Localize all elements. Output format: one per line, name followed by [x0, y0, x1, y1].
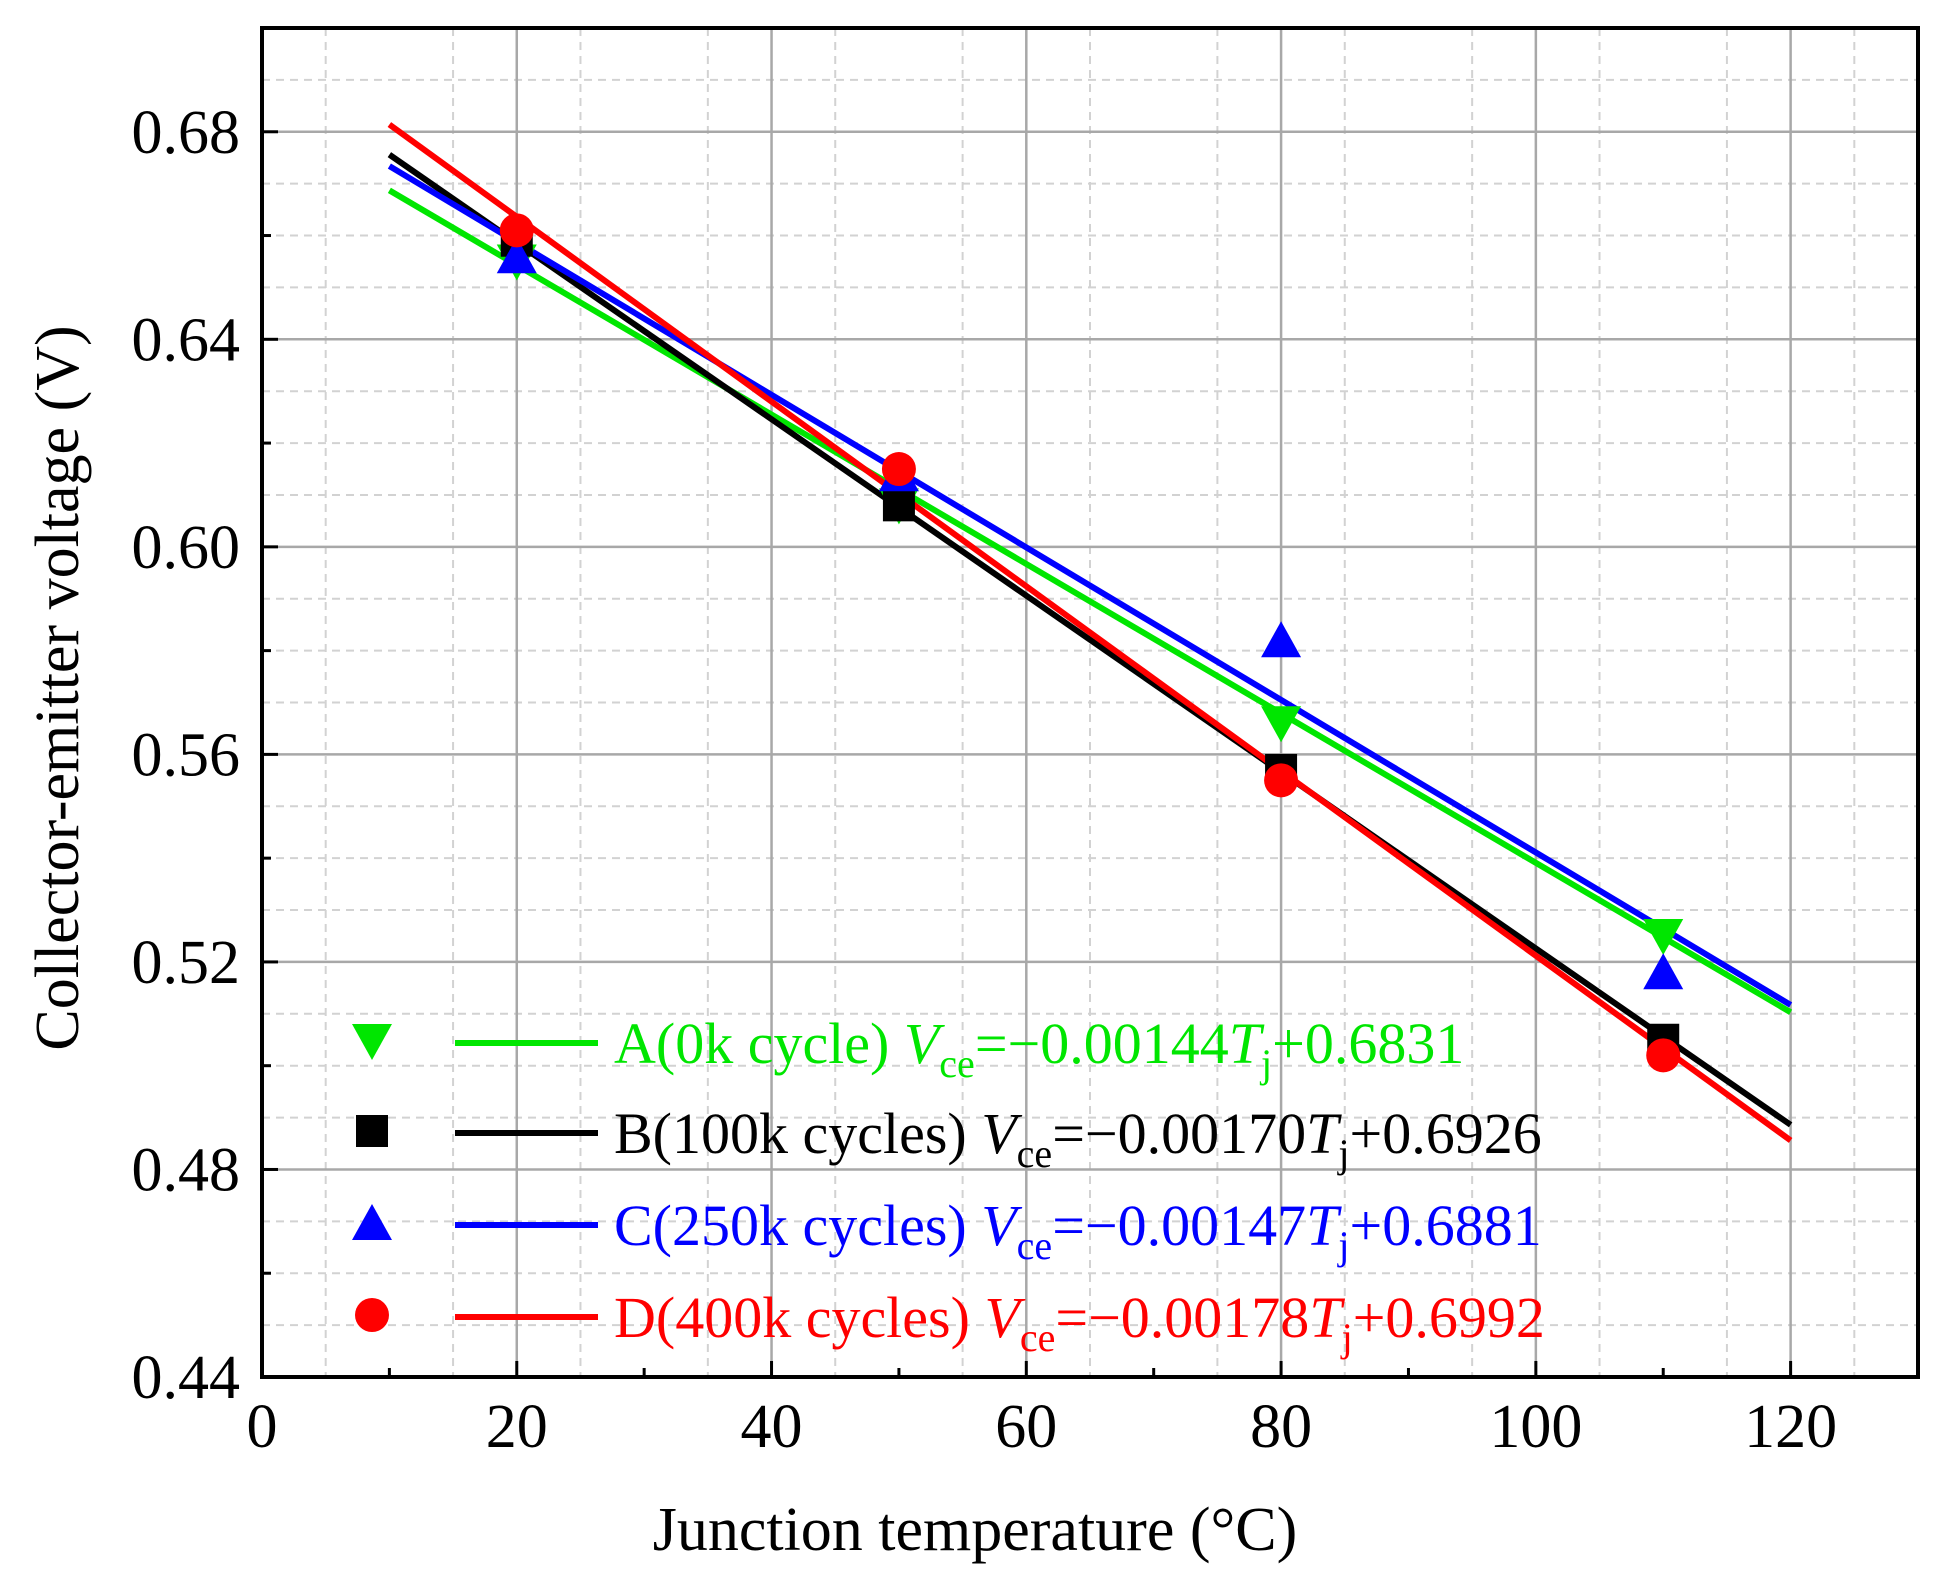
legend-series-name: C(250k cycles)	[614, 1193, 981, 1258]
x-tick-label: 80	[1250, 1393, 1312, 1461]
x-tick-label: 40	[741, 1393, 803, 1461]
legend-series-name: B(100k cycles)	[614, 1101, 981, 1166]
legend-marker	[352, 1204, 392, 1240]
legend-eq-variable-subscript: j	[1259, 1041, 1272, 1086]
legend: A(0k cycle) Vce=−0.00144Tj+0.6831B(100k …	[352, 1011, 1545, 1360]
data-point	[1643, 953, 1684, 990]
legend-eq-coefficient: =−0.00170	[1052, 1101, 1306, 1166]
legend-eq-subscript: ce	[1020, 1315, 1056, 1360]
legend-eq-variable: T	[1229, 1011, 1265, 1076]
legend-eq-subscript: ce	[939, 1041, 975, 1086]
x-tick-label: 120	[1744, 1393, 1837, 1461]
legend-eq-intercept: +0.6831	[1272, 1011, 1464, 1076]
legend-eq-variable-subscript: j	[1336, 1131, 1349, 1176]
fit-line	[387, 187, 1793, 1015]
x-tick-label: 0	[247, 1393, 278, 1461]
legend-marker	[356, 1115, 388, 1147]
data-point	[1264, 763, 1299, 798]
legend-marker	[352, 1024, 392, 1060]
data-point	[1646, 1038, 1681, 1073]
legend-eq-variable: T	[1309, 1285, 1345, 1350]
x-tick-label: 100	[1489, 1393, 1582, 1461]
legend-eq-coefficient: =−0.00147	[1052, 1193, 1306, 1258]
y-tick-label: 0.52	[132, 929, 241, 997]
y-tick-label: 0.48	[132, 1136, 241, 1204]
data-point	[1643, 918, 1684, 955]
y-tick-label: 0.68	[132, 99, 241, 167]
legend-eq-variable: T	[1306, 1193, 1342, 1258]
y-tick-label: 0.44	[132, 1344, 241, 1412]
legend-eq-variable-subscript: j	[1340, 1315, 1353, 1360]
legend-series-name: A(0k cycle)	[614, 1011, 904, 1076]
legend-label: C(250k cycles) Vce=−0.00147Tj+0.6881	[614, 1193, 1542, 1268]
y-tick-labels: 0.44 0.48 0.52 0.56 0.60 0.64 0.68	[132, 99, 241, 1412]
data-point	[881, 452, 916, 487]
y-tick-label: 0.64	[132, 306, 241, 374]
y-axis-title: Collector-emitter voltage (V)	[24, 325, 92, 1050]
data-point	[882, 489, 915, 522]
legend-label: A(0k cycle) Vce=−0.00144Tj+0.6831	[614, 1011, 1464, 1086]
data-point	[499, 213, 534, 248]
y-tick-label: 0.56	[132, 721, 241, 789]
minor-grid	[262, 27, 1918, 1377]
legend-eq-intercept: +0.6926	[1350, 1101, 1542, 1166]
legend-eq-symbol: V	[981, 1193, 1023, 1258]
x-axis-title: Junction temperature (°C)	[653, 1496, 1298, 1564]
legend-series-name: D(400k cycles)	[614, 1285, 984, 1350]
legend-eq-variable-subscript: j	[1336, 1223, 1349, 1268]
legend-eq-variable: T	[1306, 1101, 1342, 1166]
x-tick-label: 60	[995, 1393, 1057, 1461]
legend-label: B(100k cycles) Vce=−0.00170Tj+0.6926	[614, 1101, 1542, 1176]
data-point	[1261, 621, 1302, 658]
fit-line	[387, 163, 1793, 1008]
legend-eq-subscript: ce	[1017, 1223, 1053, 1268]
y-tick-label: 0.60	[132, 514, 241, 582]
fit-line	[387, 122, 1793, 1143]
x-tick-labels: 0 20 40 60 80 100 120	[247, 1393, 1838, 1461]
x-tick-label: 20	[486, 1393, 548, 1461]
legend-eq-intercept: +0.6881	[1350, 1193, 1542, 1258]
legend-eq-symbol: V	[904, 1011, 946, 1076]
legend-marker	[355, 1298, 389, 1332]
data-points	[496, 213, 1684, 1073]
data-point	[496, 237, 537, 274]
plot-frame	[260, 26, 1920, 1379]
legend-eq-intercept: +0.6992	[1353, 1285, 1545, 1350]
legend-eq-symbol: V	[981, 1101, 1023, 1166]
legend-eq-subscript: ce	[1017, 1131, 1053, 1176]
legend-label: D(400k cycles) Vce=−0.00178Tj+0.6992	[614, 1285, 1545, 1360]
legend-eq-coefficient: =−0.00178	[1055, 1285, 1309, 1350]
axis-ticks	[260, 130, 1793, 1379]
legend-eq-coefficient: =−0.00144	[975, 1011, 1229, 1076]
fit-lines	[387, 122, 1793, 1143]
legend-eq-symbol: V	[984, 1285, 1026, 1350]
data-point	[1261, 706, 1302, 743]
fit-line	[387, 152, 1793, 1128]
